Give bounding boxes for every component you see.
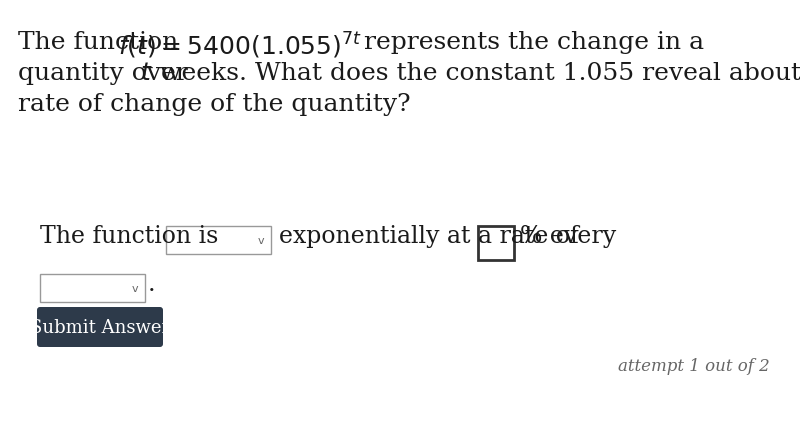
- FancyBboxPatch shape: [37, 307, 163, 347]
- FancyBboxPatch shape: [40, 274, 145, 302]
- Text: The function is: The function is: [40, 224, 218, 247]
- Text: v: v: [258, 236, 264, 246]
- Text: attempt 1 out of 2: attempt 1 out of 2: [618, 357, 770, 374]
- FancyBboxPatch shape: [166, 227, 271, 255]
- Text: Submit Answer: Submit Answer: [30, 318, 170, 336]
- Text: quantity over: quantity over: [18, 62, 196, 85]
- Text: represents the change in a: represents the change in a: [356, 31, 704, 54]
- Text: weeks. What does the constant 1.055 reveal about the: weeks. What does the constant 1.055 reve…: [152, 62, 800, 85]
- FancyBboxPatch shape: [478, 227, 514, 261]
- Text: exponentially at a rate of: exponentially at a rate of: [279, 224, 578, 247]
- Text: .: .: [148, 272, 156, 295]
- Text: $t$: $t$: [140, 62, 153, 85]
- Text: % every: % every: [520, 224, 616, 247]
- Text: $f(t) = 5400(1.055)^{7t}$: $f(t) = 5400(1.055)^{7t}$: [118, 31, 362, 61]
- Text: v: v: [132, 283, 138, 293]
- Text: The function: The function: [18, 31, 186, 54]
- Text: rate of change of the quantity?: rate of change of the quantity?: [18, 93, 410, 116]
